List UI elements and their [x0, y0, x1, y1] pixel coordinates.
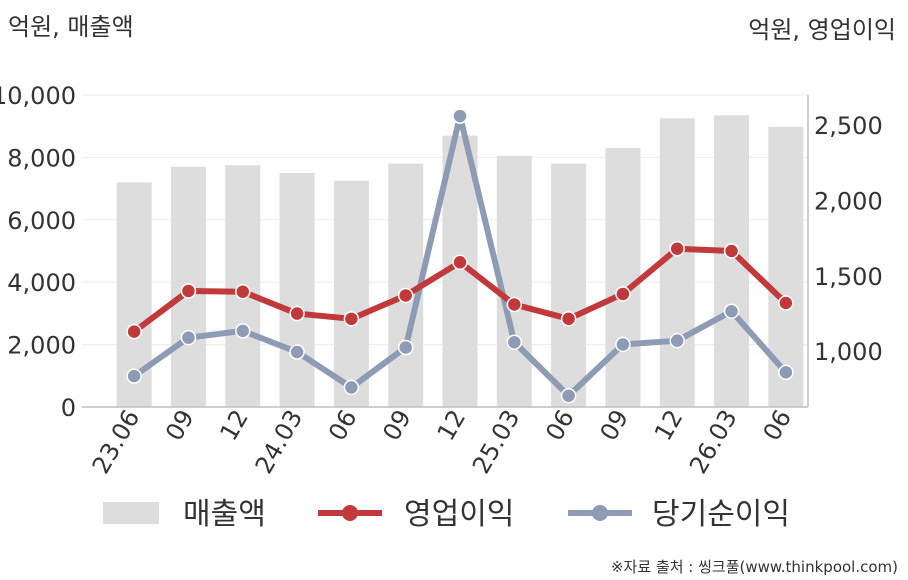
- legend-swatch-marker: [592, 505, 608, 521]
- point-net-income: [126, 368, 142, 384]
- point-operating-profit: [723, 243, 740, 259]
- legend-label: 매출액: [183, 497, 266, 532]
- right-tick-label: 1,500: [814, 263, 883, 291]
- bar-revenue: [279, 173, 315, 407]
- x-tick-label: 06: [540, 405, 580, 445]
- bar-revenue: [333, 180, 369, 407]
- point-operating-profit: [452, 254, 468, 271]
- point-operating-profit: [778, 295, 794, 311]
- point-net-income: [615, 336, 631, 353]
- point-net-income: [343, 379, 360, 396]
- point-operating-profit: [126, 323, 142, 340]
- point-net-income: [723, 303, 740, 320]
- right-tick-label: 2,500: [814, 112, 883, 140]
- left-tick-label: 0: [61, 394, 76, 422]
- bar-revenue: [659, 118, 695, 408]
- point-net-income: [506, 334, 523, 350]
- point-net-income: [235, 323, 251, 339]
- bar-revenue: [551, 163, 587, 407]
- x-tick-label: 12: [214, 405, 254, 445]
- lines-layer: [126, 108, 794, 404]
- x-tick-label: 09: [160, 405, 200, 445]
- legend-label: 영업이익: [404, 497, 514, 532]
- axes-layer: [82, 95, 809, 408]
- point-net-income: [289, 344, 305, 360]
- x-tick-label: 12: [432, 405, 472, 445]
- point-operating-profit: [235, 283, 251, 300]
- point-operating-profit: [669, 240, 685, 257]
- right-axis-title: 억원, 영업이익: [748, 16, 896, 44]
- point-net-income: [397, 339, 414, 356]
- x-tick-label: 06: [758, 405, 798, 445]
- right-tick-label: 2,000: [814, 188, 883, 216]
- legend-swatch-marker: [342, 505, 358, 521]
- x-tick-label: 23.06: [87, 405, 146, 479]
- point-net-income: [560, 387, 577, 404]
- left-tick-label: 2,000: [7, 332, 76, 360]
- x-tick-label: 26.03: [684, 405, 743, 479]
- left-tick-label: 6,000: [7, 207, 76, 235]
- left-tick-label: 8,000: [7, 144, 76, 172]
- right-tick-label: 1,000: [814, 338, 883, 366]
- x-tick-label: 06: [323, 405, 363, 445]
- point-operating-profit: [615, 286, 631, 302]
- bar-revenue: [605, 148, 641, 408]
- point-net-income: [452, 108, 468, 124]
- x-tick-label: 09: [377, 405, 417, 445]
- legend-label: 당기순이익: [652, 497, 790, 532]
- x-tick-label: 12: [649, 405, 689, 445]
- left-tick-label: 10,000: [0, 82, 76, 110]
- x-tick-label: 24.03: [250, 405, 309, 479]
- legend-swatch-revenue: [103, 502, 159, 524]
- left-axis-title: 억원, 매출액: [8, 13, 134, 41]
- point-operating-profit: [180, 283, 197, 299]
- point-operating-profit: [560, 311, 577, 327]
- source-note: ※자료 출처 : 씽크풀(www.thinkpool.com): [611, 558, 898, 576]
- point-operating-profit: [397, 287, 414, 304]
- x-tick-label: 09: [595, 405, 635, 445]
- x-tick-label: 25.03: [467, 405, 526, 479]
- point-operating-profit: [289, 305, 305, 322]
- point-net-income: [778, 364, 794, 381]
- legend: 매출액 영업이익 당기순이익: [103, 497, 790, 532]
- point-operating-profit: [506, 296, 523, 313]
- left-tick-label: 4,000: [7, 269, 76, 297]
- point-net-income: [180, 329, 197, 346]
- point-net-income: [669, 332, 685, 349]
- point-operating-profit: [343, 311, 360, 327]
